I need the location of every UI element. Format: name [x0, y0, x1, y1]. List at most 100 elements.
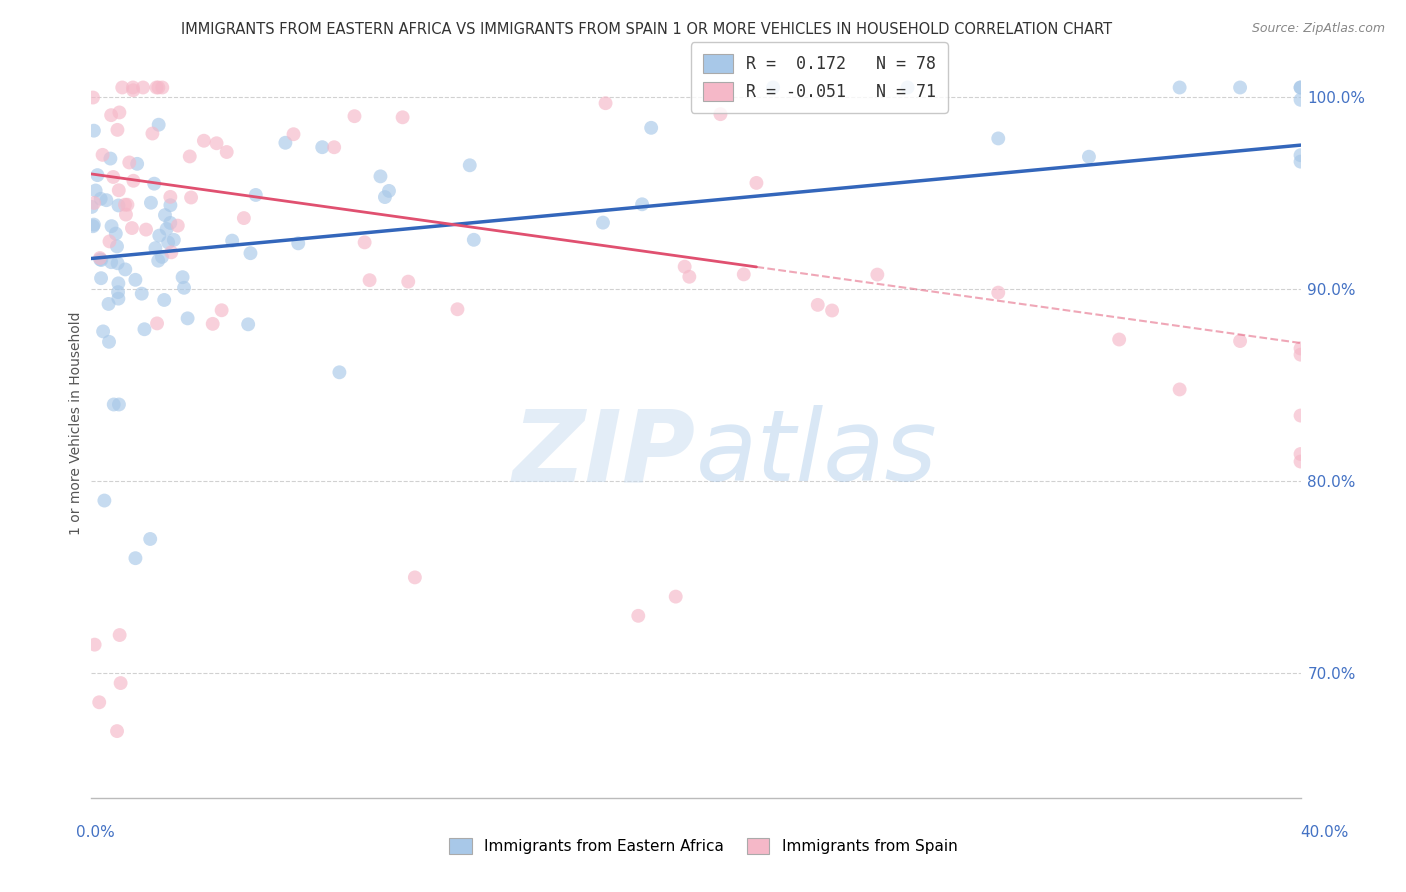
Point	[404, 570, 426, 584]
Point	[173, 281, 195, 295]
Point	[108, 628, 131, 642]
Point	[987, 131, 1010, 145]
Text: IMMIGRANTS FROM EASTERN AFRICA VS IMMIGRANTS FROM SPAIN 1 OR MORE VEHICLES IN HO: IMMIGRANTS FROM EASTERN AFRICA VS IMMIGR…	[181, 22, 1112, 37]
Point	[153, 293, 176, 307]
Point	[1168, 80, 1191, 95]
Point	[103, 397, 125, 411]
Point	[110, 676, 132, 690]
Point	[139, 195, 162, 210]
Point	[97, 297, 120, 311]
Point	[595, 96, 617, 111]
Point	[239, 246, 262, 260]
Point	[98, 334, 121, 349]
Point	[179, 149, 201, 163]
Point	[283, 127, 305, 141]
Point	[343, 109, 366, 123]
Point	[160, 245, 183, 260]
Point	[148, 253, 170, 268]
Point	[148, 80, 170, 95]
Point	[83, 123, 105, 137]
Point	[709, 107, 731, 121]
Point	[733, 268, 755, 282]
Point	[232, 211, 254, 225]
Point	[145, 241, 167, 255]
Point	[153, 208, 176, 222]
Point	[201, 317, 224, 331]
Point	[678, 269, 700, 284]
Point	[1289, 454, 1312, 468]
Point	[807, 298, 830, 312]
Legend: R =  0.172   N = 78, R = -0.051   N = 71: R = 0.172 N = 78, R = -0.051 N = 71	[690, 43, 948, 112]
Point	[107, 285, 129, 300]
Point	[91, 148, 114, 162]
Text: 40.0%: 40.0%	[1301, 825, 1348, 839]
Point	[117, 197, 139, 211]
Point	[89, 251, 111, 265]
Point	[131, 286, 153, 301]
Point	[328, 365, 350, 379]
Point	[148, 228, 170, 243]
Point	[121, 221, 143, 235]
Point	[159, 198, 181, 212]
Point	[114, 197, 136, 211]
Point	[1168, 383, 1191, 397]
Point	[100, 152, 122, 166]
Point	[458, 158, 481, 172]
Point	[122, 83, 145, 97]
Point	[287, 236, 309, 251]
Point	[83, 218, 105, 232]
Point	[108, 105, 131, 120]
Point	[89, 695, 111, 709]
Point	[359, 273, 381, 287]
Point	[124, 551, 146, 566]
Point	[1289, 148, 1312, 162]
Point	[1289, 348, 1312, 362]
Y-axis label: 1 or more Vehicles in Household: 1 or more Vehicles in Household	[69, 312, 83, 535]
Point	[172, 270, 194, 285]
Text: ZIP: ZIP	[513, 405, 696, 502]
Point	[124, 273, 146, 287]
Point	[1229, 334, 1251, 348]
Point	[141, 127, 163, 141]
Point	[89, 252, 111, 267]
Point	[1289, 447, 1312, 461]
Point	[105, 724, 128, 739]
Point	[90, 252, 112, 267]
Point	[446, 302, 468, 317]
Point	[107, 256, 129, 270]
Point	[90, 271, 112, 285]
Point	[745, 176, 768, 190]
Point	[640, 120, 662, 135]
Point	[1289, 93, 1312, 107]
Point	[98, 235, 121, 249]
Point	[114, 262, 136, 277]
Point	[146, 317, 169, 331]
Point	[93, 493, 115, 508]
Point	[86, 168, 108, 182]
Point	[159, 216, 181, 230]
Point	[166, 219, 188, 233]
Point	[1108, 333, 1130, 347]
Text: atlas: atlas	[696, 405, 938, 502]
Point	[180, 190, 202, 204]
Point	[391, 111, 413, 125]
Point	[1289, 409, 1312, 423]
Point	[150, 80, 173, 95]
Point	[378, 184, 401, 198]
Point	[238, 318, 260, 332]
Point	[374, 190, 396, 204]
Point	[122, 80, 145, 95]
Point	[156, 222, 179, 236]
Point	[107, 292, 129, 306]
Point	[100, 255, 122, 269]
Legend: Immigrants from Eastern Africa, Immigrants from Spain: Immigrants from Eastern Africa, Immigran…	[441, 830, 965, 862]
Point	[1229, 80, 1251, 95]
Point	[135, 222, 157, 236]
Point	[1077, 150, 1099, 164]
Point	[353, 235, 375, 250]
Point	[143, 177, 166, 191]
Point	[105, 239, 128, 253]
Point	[1289, 80, 1312, 95]
Point	[90, 192, 112, 206]
Point	[1289, 154, 1312, 169]
